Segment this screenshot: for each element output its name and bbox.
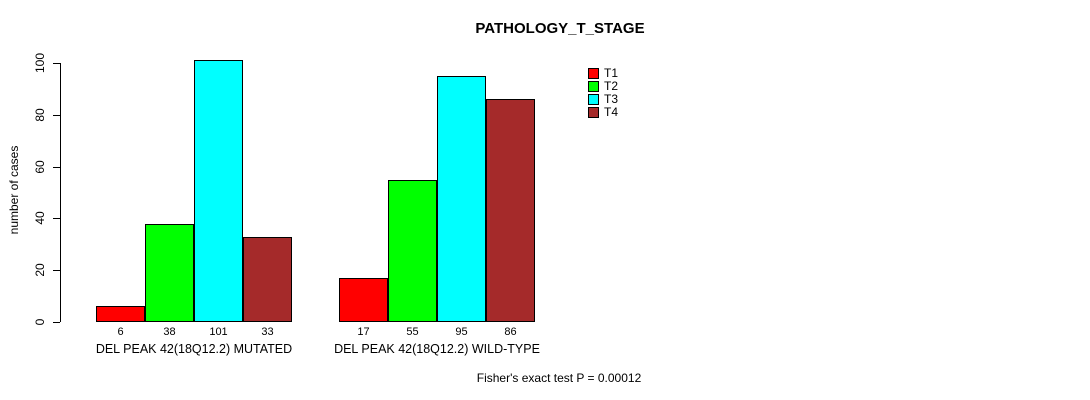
y-axis-label: number of cases bbox=[7, 145, 21, 235]
y-axis-tick-label: 0 bbox=[33, 318, 47, 326]
y-axis-tick-label: 20 bbox=[33, 263, 47, 277]
y-axis-tick bbox=[53, 115, 60, 116]
bar-t2-group2 bbox=[388, 180, 437, 322]
legend-item-t1: T1 bbox=[588, 67, 618, 80]
bar-t2-group1 bbox=[145, 224, 194, 322]
x-axis-group-label: DEL PEAK 42(18Q12.2) MUTATED bbox=[95, 342, 293, 356]
y-axis-tick bbox=[53, 270, 60, 271]
y-axis-line bbox=[60, 63, 61, 322]
bar-value-label: 33 bbox=[261, 326, 274, 338]
bar-value-label: 55 bbox=[406, 326, 419, 338]
bar-t1-group1 bbox=[96, 306, 145, 322]
legend-item-t2: T2 bbox=[588, 80, 618, 93]
fisher-test-annotation: Fisher's exact test P = 0.00012 bbox=[476, 371, 642, 385]
y-axis-tick bbox=[53, 63, 60, 64]
legend-label-t2: T2 bbox=[604, 79, 619, 93]
legend-swatch-t3 bbox=[588, 94, 599, 105]
bar-t3-group2 bbox=[437, 76, 486, 322]
legend-swatch-t4 bbox=[588, 107, 599, 118]
bar-value-label: 101 bbox=[209, 326, 228, 338]
bar-value-label: 17 bbox=[357, 326, 370, 338]
bar-t3-group1 bbox=[194, 60, 243, 322]
legend-label-t4: T4 bbox=[604, 105, 619, 119]
y-axis-tick-label: 80 bbox=[33, 108, 47, 122]
chart-title: PATHOLOGY_T_STAGE bbox=[475, 20, 645, 37]
bar-value-label: 6 bbox=[117, 326, 124, 338]
y-axis-tick-label: 60 bbox=[33, 160, 47, 174]
legend: T1 T2 T3 T4 bbox=[588, 67, 618, 119]
legend-item-t4: T4 bbox=[588, 106, 618, 119]
bar-value-label: 38 bbox=[163, 326, 176, 338]
y-axis-tick-label: 40 bbox=[33, 211, 47, 225]
legend-label-t3: T3 bbox=[604, 92, 619, 106]
bar-t4-group2 bbox=[486, 99, 535, 322]
y-axis-tick bbox=[53, 167, 60, 168]
legend-label-t1: T1 bbox=[604, 66, 619, 80]
legend-item-t3: T3 bbox=[588, 93, 618, 106]
y-axis-tick-label: 100 bbox=[33, 52, 47, 74]
legend-swatch-t2 bbox=[588, 81, 599, 92]
legend-swatch-t1 bbox=[588, 68, 599, 79]
bar-value-label: 86 bbox=[504, 326, 517, 338]
bar-value-label: 95 bbox=[455, 326, 468, 338]
y-axis-tick bbox=[53, 218, 60, 219]
bar-t4-group1 bbox=[243, 237, 292, 322]
y-axis-tick bbox=[53, 322, 60, 323]
bar-t1-group2 bbox=[339, 278, 388, 322]
x-axis-group-label: DEL PEAK 42(18Q12.2) WILD-TYPE bbox=[334, 342, 540, 356]
